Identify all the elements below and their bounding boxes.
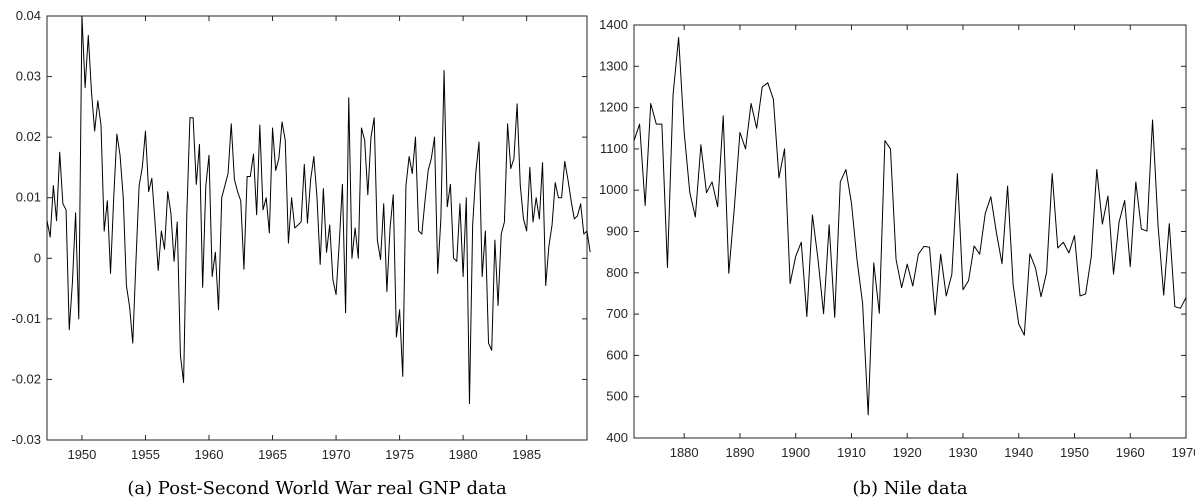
y-tick-label: 900 (606, 224, 628, 239)
x-tick-label: 1985 (512, 447, 541, 462)
y-tick-label: -0.01 (11, 311, 41, 326)
y-tick-label: -0.02 (11, 371, 41, 386)
y-tick-label: 1300 (599, 58, 628, 73)
y-tick-label: -0.03 (11, 432, 41, 447)
y-tick-label: 400 (606, 430, 628, 445)
x-tick-label: 1930 (949, 445, 978, 460)
series-line (46, 15, 591, 405)
y-tick-label: 1100 (600, 141, 628, 156)
y-tick-label: 1400 (599, 17, 628, 32)
x-tick-label: 1950 (67, 447, 96, 462)
y-tick-label: 500 (606, 389, 628, 404)
y-tick-label: 0 (34, 250, 41, 265)
series-line (633, 36, 1187, 416)
x-tick-label: 1960 (1116, 445, 1145, 460)
y-tick-label: 0.04 (16, 8, 41, 23)
x-tick-label: 1955 (131, 447, 160, 462)
x-tick-label: 1980 (449, 447, 478, 462)
x-tick-label: 1960 (195, 447, 224, 462)
x-tick-label: 1950 (1060, 445, 1089, 460)
y-tick-label: 700 (606, 306, 628, 321)
x-tick-label: 1910 (837, 445, 866, 460)
plot-area-frame (633, 24, 1187, 439)
x-tick-label: 1965 (258, 447, 287, 462)
y-tick-label: 600 (606, 347, 628, 362)
y-tick-label: 1200 (599, 100, 628, 115)
chart-caption: (a) Post-Second World War real GNP data (127, 478, 507, 499)
y-tick-label: 0.01 (16, 190, 41, 205)
x-tick-label: 1940 (1004, 445, 1033, 460)
nile-chart: 1400 1300 1200 1100 1000 900 800 700 600 500 400 18… (599, 17, 1195, 499)
y-tick-label: 0.02 (16, 129, 41, 144)
chart-caption: (b) Nile data (852, 478, 967, 499)
x-tick-label: 1890 (725, 445, 754, 460)
gnp-chart: 0.04 0.03 0.02 0.01 0 -0.01 -0.02 -0.03 1950 1955… (11, 8, 591, 499)
y-tick-label: 1000 (599, 182, 628, 197)
y-tick-label: 800 (606, 265, 628, 280)
y-tick-label: 0.03 (16, 69, 41, 84)
x-tick-label: 1970 (1172, 445, 1195, 460)
x-tick-label: 1880 (670, 445, 699, 460)
x-tick-label: 1975 (385, 447, 414, 462)
x-tick-label: 1920 (893, 445, 922, 460)
plot-area-frame (46, 15, 588, 441)
x-tick-label: 1970 (322, 447, 351, 462)
x-tick-label: 1900 (781, 445, 810, 460)
